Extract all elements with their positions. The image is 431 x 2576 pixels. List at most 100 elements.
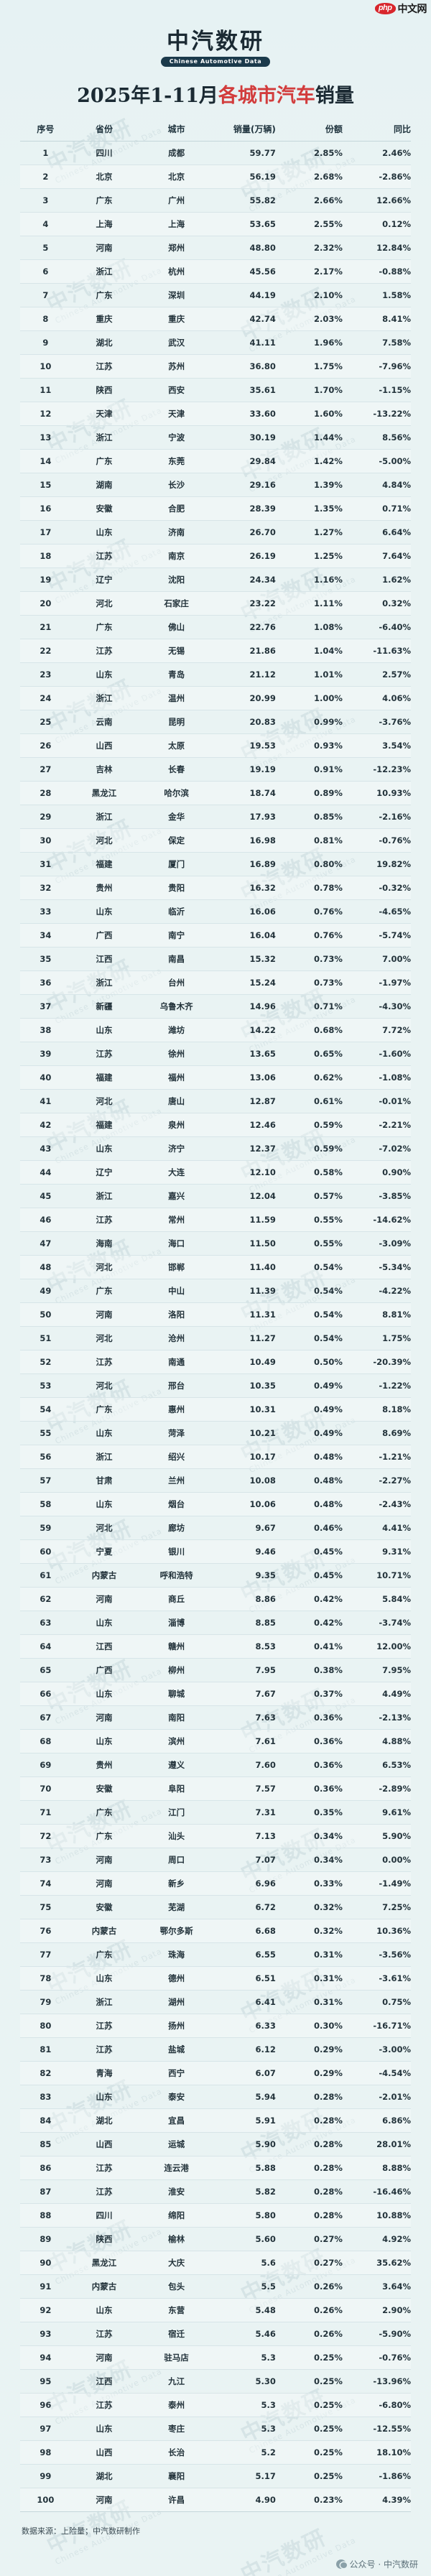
cell-index: 3 (20, 188, 71, 213)
cell-index: 44 (20, 1160, 71, 1185)
cell-province: 山东 (70, 1611, 138, 1635)
table-row: 56 浙江 绍兴 10.17 0.48% -1.21% (20, 1445, 411, 1469)
cell-yoy: 8.69% (348, 1421, 411, 1445)
cell-index: 18 (20, 544, 71, 568)
cell-sales: 7.67 (215, 1682, 286, 1706)
cell-province: 浙江 (70, 1184, 138, 1208)
cell-province: 山东 (70, 2298, 138, 2322)
cell-province: 广东 (70, 1397, 138, 1422)
cell-sales: 10.08 (215, 1468, 286, 1493)
cell-index: 8 (20, 307, 71, 331)
cell-share: 0.34% (285, 1824, 348, 1848)
cell-yoy: -3.85% (348, 1184, 411, 1208)
cell-province: 内蒙古 (70, 2274, 138, 2299)
cell-city: 烟台 (137, 1492, 216, 1516)
cell-province: 广东 (70, 1800, 138, 1825)
col-header-yoy: 同比 (348, 119, 411, 142)
cell-index: 77 (20, 1942, 71, 1967)
cell-sales: 14.96 (215, 994, 286, 1019)
table-row: 63 山东 淄博 8.85 0.42% -3.74% (20, 1611, 411, 1635)
table-row: 1 四川 成都 59.77 2.85% 2.46% (20, 141, 411, 165)
cell-sales: 41.11 (215, 330, 286, 355)
cell-province: 浙江 (70, 1990, 138, 2014)
cell-share: 0.59% (285, 1136, 348, 1161)
cell-province: 河北 (70, 1255, 138, 1279)
cell-index: 48 (20, 1255, 71, 1279)
cell-city: 石家庄 (137, 591, 216, 616)
cell-province: 陕西 (70, 378, 138, 402)
cell-yoy: -2.86% (348, 165, 411, 189)
cell-share: 0.73% (285, 970, 348, 995)
cell-yoy: -4.54% (348, 2061, 411, 2085)
cell-province: 湖北 (70, 330, 138, 355)
cell-sales: 22.76 (215, 615, 286, 639)
table-row: 100 河南 许昌 4.90 0.23% 4.39% (20, 2488, 411, 2512)
cell-sales: 5.6 (215, 2251, 286, 2275)
cell-city: 上海 (137, 212, 216, 236)
cell-city: 中山 (137, 1279, 216, 1303)
cell-city: 贵阳 (137, 876, 216, 900)
cell-province: 黑龙江 (70, 781, 138, 805)
cell-province: 江苏 (70, 2322, 138, 2346)
cell-share: 0.73% (285, 947, 348, 971)
cell-yoy: 12.00% (348, 1634, 411, 1659)
php-badge: php (374, 3, 396, 14)
cell-city: 许昌 (137, 2488, 216, 2512)
table-row: 11 陕西 西安 35.61 1.70% -1.15% (20, 378, 411, 402)
table-row: 17 山东 济南 26.70 1.27% 6.64% (20, 520, 411, 545)
cell-yoy: -1.49% (348, 1871, 411, 1896)
cell-sales: 16.98 (215, 828, 286, 853)
cell-province: 新疆 (70, 994, 138, 1019)
cell-share: 1.27% (285, 520, 348, 545)
cell-province: 浙江 (70, 686, 138, 710)
cell-yoy: 18.10% (348, 2440, 411, 2465)
table-row: 26 山西 太原 19.53 0.93% 3.54% (20, 733, 411, 758)
cell-share: 1.16% (285, 567, 348, 592)
cell-sales: 16.06 (215, 899, 286, 924)
cell-province: 青海 (70, 2061, 138, 2085)
cell-province: 江苏 (70, 1208, 138, 1232)
table-row: 59 河北 廊坊 9.67 0.46% 4.41% (20, 1516, 411, 1540)
cell-sales: 45.56 (215, 259, 286, 284)
page-title: 2025年1-11月各城市汽车销量 (0, 80, 431, 108)
cell-sales: 12.87 (215, 1089, 286, 1113)
table-row: 68 山东 滨州 7.61 0.36% 4.88% (20, 1729, 411, 1753)
cell-province: 河南 (70, 2345, 138, 2370)
cell-index: 80 (20, 2014, 71, 2038)
cell-share: 0.54% (285, 1326, 348, 1350)
cell-share: 1.01% (285, 662, 348, 687)
table-row: 99 湖北 襄阳 5.17 0.25% -1.86% (20, 2464, 411, 2488)
cell-city: 东营 (137, 2298, 216, 2322)
cell-sales: 17.93 (215, 805, 286, 829)
cell-yoy: 7.58% (348, 330, 411, 355)
cell-sales: 29.16 (215, 473, 286, 497)
cell-share: 0.36% (285, 1729, 348, 1753)
cell-sales: 5.82 (215, 2179, 286, 2204)
table-row: 76 内蒙古 鄂尔多斯 6.68 0.32% 10.36% (20, 1919, 411, 1943)
cell-sales: 56.19 (215, 165, 286, 189)
cell-index: 40 (20, 1065, 71, 1090)
cell-yoy: -5.34% (348, 1255, 411, 1279)
cell-province: 浙江 (70, 805, 138, 829)
cell-yoy: -5.90% (348, 2322, 411, 2346)
cell-sales: 9.46 (215, 1539, 286, 1564)
cell-sales: 10.06 (215, 1492, 286, 1516)
cell-yoy: 4.41% (348, 1516, 411, 1540)
cell-index: 95 (20, 2369, 71, 2394)
cell-sales: 10.21 (215, 1421, 286, 1445)
table-row: 94 河南 驻马店 5.3 0.25% -0.76% (20, 2345, 411, 2370)
cell-share: 0.41% (285, 1634, 348, 1659)
table-row: 18 江苏 南京 26.19 1.25% 7.64% (20, 544, 411, 568)
cell-yoy: 7.95% (348, 1658, 411, 1682)
cell-yoy: -1.22% (348, 1373, 411, 1398)
cell-share: 0.28% (285, 2203, 348, 2228)
cell-index: 57 (20, 1468, 71, 1493)
data-source-note: 数据来源：上险量；中汽数研制作 (22, 2526, 140, 2536)
cell-yoy: 8.18% (348, 1397, 411, 1422)
cell-share: 0.37% (285, 1682, 348, 1706)
cell-index: 71 (20, 1800, 71, 1825)
cell-index: 55 (20, 1421, 71, 1445)
cell-yoy: 35.62% (348, 2251, 411, 2275)
cell-index: 49 (20, 1279, 71, 1303)
table-row: 46 江苏 常州 11.59 0.55% -14.62% (20, 1208, 411, 1232)
